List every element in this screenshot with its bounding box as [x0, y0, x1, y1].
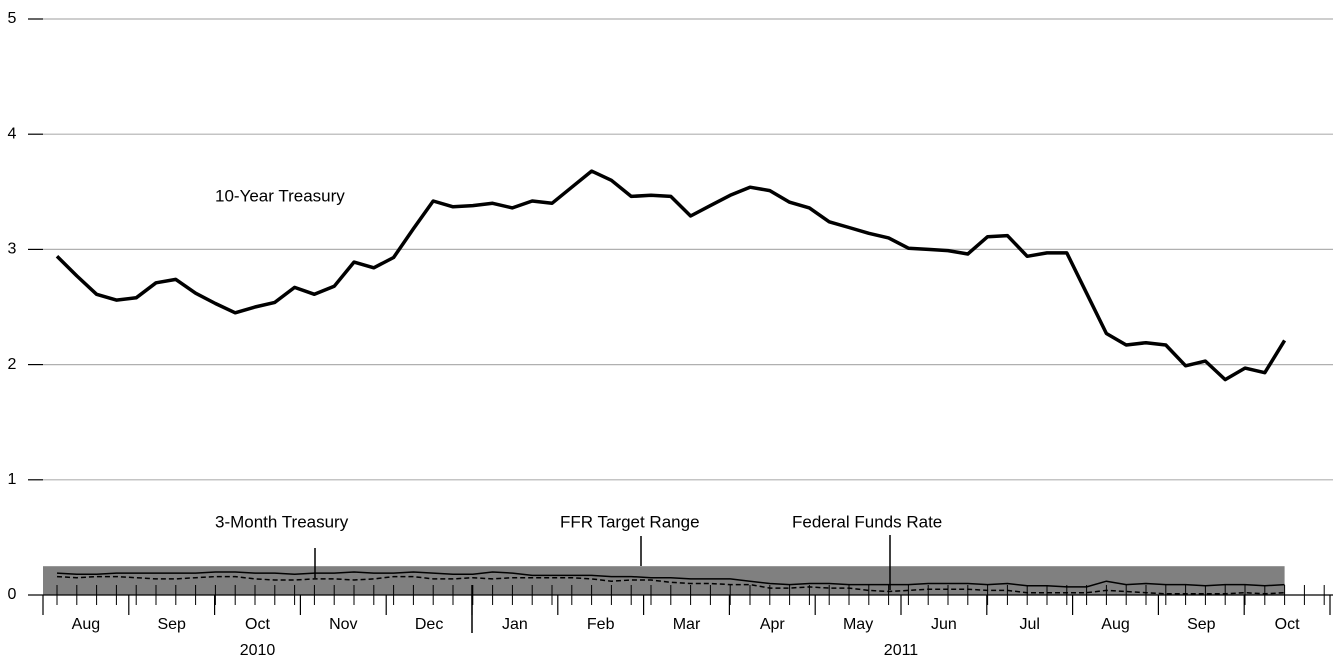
series-line: [55, 169, 1287, 382]
series-label: 3-Month Treasury: [215, 512, 349, 531]
target-range-band: [43, 566, 1285, 595]
x-tick-label: Dec: [415, 616, 443, 633]
x-tick-label: Sep: [157, 616, 186, 633]
y-tick-label: 5: [8, 10, 17, 27]
x-tick-label: Oct: [1275, 616, 1300, 633]
series-line: [56, 571, 1285, 588]
x-tick-label: Mar: [673, 616, 701, 633]
y-tick-label: 0: [8, 586, 17, 603]
year-label: 2011: [884, 642, 919, 659]
band-label: FFR Target Range: [560, 512, 700, 531]
y-tick-label: 3: [8, 241, 17, 258]
y-tick-label: 1: [8, 471, 17, 488]
year-label: 2010: [240, 642, 276, 659]
x-tick-label: Feb: [587, 616, 615, 633]
y-tick-label: 4: [8, 125, 17, 142]
series-label: 10-Year Treasury: [215, 186, 345, 205]
x-tick-label: Oct: [245, 616, 270, 633]
x-tick-label: Jul: [1019, 616, 1039, 633]
x-tick-label: Nov: [329, 616, 357, 633]
x-tick-label: Aug: [1101, 616, 1129, 633]
x-tick-label: Aug: [72, 616, 100, 633]
x-tick-label: Jun: [931, 616, 957, 633]
x-tick-label: Apr: [760, 616, 786, 633]
x-tick-label: Sep: [1187, 616, 1216, 633]
y-tick-label: 2: [8, 356, 17, 373]
x-tick-label: Jan: [502, 616, 528, 633]
x-tick-label: May: [843, 616, 873, 633]
series-label: Federal Funds Rate: [792, 512, 942, 531]
series-line: [56, 575, 1285, 595]
